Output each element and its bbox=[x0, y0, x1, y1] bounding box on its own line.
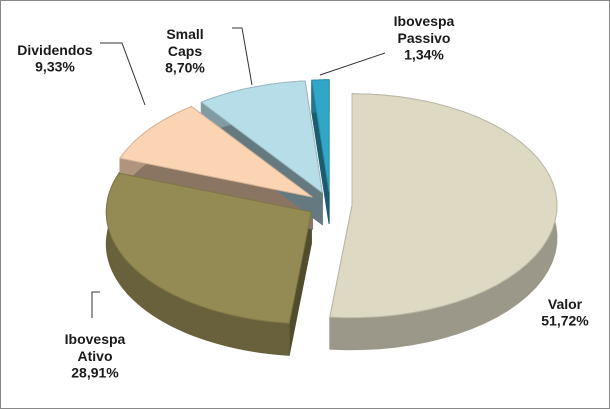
leader-line bbox=[232, 27, 253, 86]
slice bbox=[311, 79, 330, 192]
category-label: Dividendos bbox=[17, 42, 93, 58]
slice bbox=[119, 106, 313, 198]
category-label-line: Dividendos bbox=[17, 42, 93, 58]
category-label: Ibovespa Passivo bbox=[394, 13, 455, 46]
category-label-line: Valor bbox=[548, 296, 583, 312]
leader-line bbox=[319, 52, 386, 76]
category-label-line: Caps bbox=[168, 43, 202, 59]
value-label: 28,91% bbox=[71, 365, 119, 381]
category-label: Small Caps bbox=[166, 26, 203, 59]
category-label-line: Small bbox=[166, 26, 203, 42]
value-label: 51,72% bbox=[541, 313, 589, 329]
category-label-line: Ibovespa bbox=[65, 331, 126, 347]
value-label: 1,34% bbox=[404, 47, 444, 63]
value-label: 9,33% bbox=[35, 59, 75, 75]
category-label-line: Ibovespa bbox=[394, 13, 455, 29]
leader-line bbox=[91, 291, 100, 318]
slice bbox=[105, 172, 312, 324]
category-label: Ibovespa Ativo bbox=[65, 331, 126, 364]
category-label-line: Ativo bbox=[78, 348, 113, 364]
slice bbox=[200, 80, 323, 194]
value-label: 8,70% bbox=[165, 60, 205, 76]
slice bbox=[329, 93, 558, 319]
category-label: Valor bbox=[548, 296, 583, 312]
category-label-line: Passivo bbox=[398, 30, 451, 46]
leader-line bbox=[100, 42, 146, 106]
